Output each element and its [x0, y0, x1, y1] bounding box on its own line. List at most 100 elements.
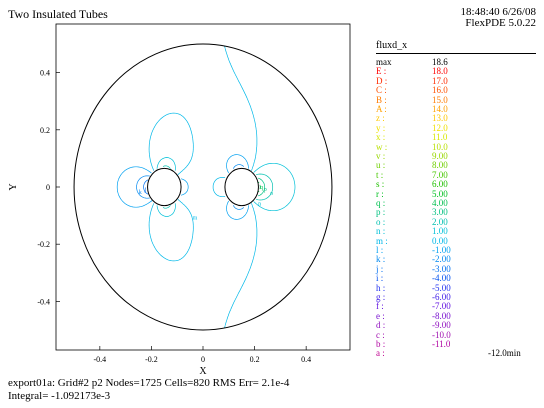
- legend-row: h : -5.00: [376, 282, 536, 293]
- x-tick-label: 0.2: [250, 355, 260, 364]
- legend-key: n :: [376, 226, 386, 237]
- legend-row: C : 16.0: [376, 86, 536, 95]
- legend-key: B :: [376, 94, 387, 105]
- plot-frame-rect: [55, 23, 351, 351]
- domain-boundary: [73, 43, 333, 331]
- legend-value: 11.0: [432, 132, 448, 143]
- legend-row: v : 9.00: [376, 152, 536, 161]
- legend-row: s : 6.00: [376, 180, 536, 189]
- timestamp-version: 18:48:40 6/26/08 FlexPDE 5.0.22: [461, 7, 536, 29]
- x-tick-label: 0: [201, 355, 205, 364]
- contour-label: l: [151, 197, 153, 203]
- legend-value: 1.00: [432, 226, 448, 237]
- legend-value: -7.00: [432, 301, 451, 312]
- contour-line: [257, 181, 261, 193]
- legend-value: -2.00: [432, 254, 451, 265]
- x-tick-label: -0.2: [145, 355, 158, 364]
- legend-row: a : -12.0: [376, 349, 536, 358]
- legend-row: D : 17.0: [376, 75, 536, 86]
- legend-key: C :: [376, 85, 387, 96]
- legend-row: t : 7.00: [376, 169, 536, 180]
- legend-value: 18.0: [432, 66, 448, 77]
- left-tube-hole: [147, 167, 182, 207]
- legend-key: m :: [376, 235, 388, 246]
- legend-key: h :: [376, 282, 386, 293]
- legend-key: l :: [376, 245, 384, 255]
- legend-value: 7.00: [432, 169, 448, 180]
- legend-key: k :: [376, 254, 386, 265]
- axes: -0.4 -0.2 0 0.2 0.4 -0.4 -0.2 0 0.2 0.4 X Y: [8, 69, 311, 377]
- contour-line: [257, 177, 266, 197]
- legend-key: s :: [376, 179, 385, 190]
- legend-value: 17.0: [432, 75, 448, 86]
- legend-row: e : -8.00: [376, 310, 536, 321]
- legend-row: c : -10.0: [376, 330, 536, 340]
- contour-line: [160, 165, 274, 209]
- legend-value: -4.00: [432, 273, 451, 284]
- version-label: FlexPDE 5.0.22: [465, 17, 536, 29]
- legend-key: r :: [376, 188, 384, 199]
- footer-integral: Integral= -1.092173e-3: [8, 390, 111, 402]
- legend-key: A :: [376, 104, 387, 114]
- legend-row: i : -4.00: [376, 274, 536, 283]
- legend-row: r : 5.00: [376, 188, 536, 199]
- contour-line: [116, 154, 249, 220]
- legend-key: y :: [376, 122, 386, 133]
- legend-value: 10.0: [432, 141, 448, 152]
- legend-row: y : 12.0: [376, 122, 536, 133]
- legend-key: d :: [376, 320, 386, 331]
- legend-row: l : -1.00: [376, 246, 536, 255]
- legend-row: q : 4.00: [376, 199, 536, 208]
- legend-key: E :: [376, 66, 387, 77]
- legend-key: b :: [376, 339, 386, 349]
- legend-value: -12.0min: [488, 349, 521, 358]
- legend-row: u : 8.00: [376, 161, 536, 170]
- legend-row: o : 2.00: [376, 216, 536, 227]
- plot-frame: [55, 23, 351, 351]
- x-tick-label: 0.4: [301, 355, 311, 364]
- right-tube-hole: [224, 167, 259, 207]
- contour-label: p: [264, 187, 267, 193]
- outer-boundary-circle: [73, 43, 333, 331]
- y-tick-label: 0.4: [40, 69, 50, 78]
- legend-row: E : 18.0: [376, 67, 536, 76]
- plot-title: Two Insulated Tubes: [8, 7, 108, 21]
- legend-row: x : 11.0: [376, 133, 536, 142]
- contour-label: j: [144, 187, 147, 193]
- legend-key: o :: [376, 216, 386, 227]
- legend-max-row: max 18.6: [376, 58, 536, 67]
- legend-value: 8.00: [432, 160, 448, 171]
- legend-value: 13.0: [432, 113, 448, 124]
- legend-key: e :: [376, 310, 385, 321]
- legend-key: p :: [376, 207, 386, 218]
- contour-line: [148, 46, 258, 328]
- legend-value: -3.00: [432, 263, 451, 274]
- contour-label: m: [193, 216, 198, 222]
- y-tick-label: 0: [46, 183, 50, 192]
- legend-row: b : -11.0: [376, 340, 536, 349]
- legend-value: 15.0: [432, 94, 448, 105]
- legend-value: 9.00: [432, 151, 448, 161]
- legend-row: m : 0.00: [376, 235, 536, 246]
- legend-value: 5.00: [432, 188, 448, 199]
- legend-value: 0.00: [432, 235, 448, 246]
- y-axis-label: Y: [8, 183, 19, 190]
- legend-row: A : 14.0: [376, 105, 536, 114]
- legend-row: n : 1.00: [376, 227, 536, 236]
- legend-min-suffix: min: [506, 348, 521, 359]
- x-axis-label: X: [199, 366, 207, 377]
- legend-value: 14.0: [432, 104, 448, 114]
- legend-value: -8.00: [432, 310, 451, 321]
- contour-label: n: [258, 201, 261, 207]
- contour-lines: q po n m l k j: [116, 46, 296, 328]
- legend-key: t :: [376, 169, 384, 180]
- legend-value: 3.00: [432, 207, 448, 218]
- y-tick-label: -0.2: [37, 240, 50, 249]
- legend-value: -1.00: [432, 245, 451, 255]
- legend-key: z :: [376, 113, 385, 124]
- legend-row: w : 10.0: [376, 141, 536, 152]
- footer-stats: export01a: Grid#2 p2 Nodes=1725 Cells=82…: [8, 377, 290, 389]
- legend-key: f :: [376, 301, 384, 312]
- legend-value: 2.00: [432, 216, 448, 227]
